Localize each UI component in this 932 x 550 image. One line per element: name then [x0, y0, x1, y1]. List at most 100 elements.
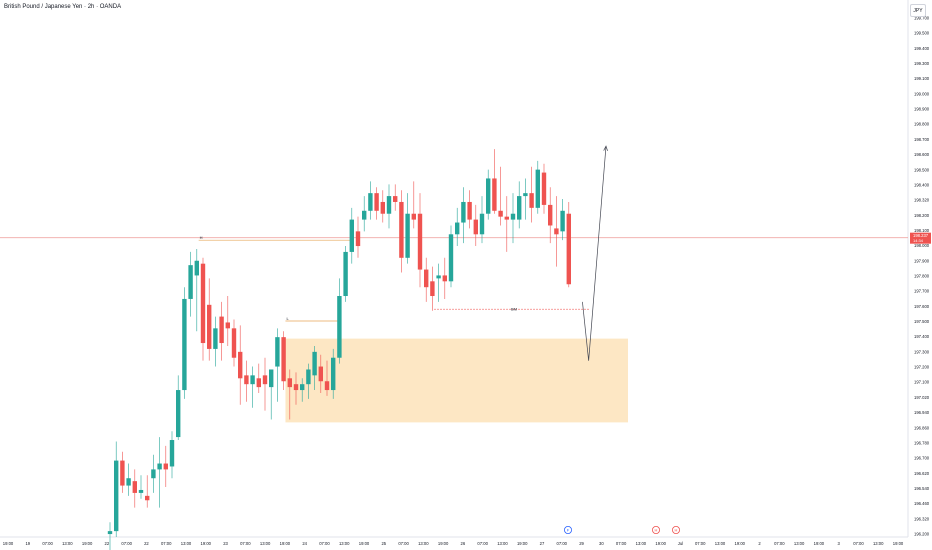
candle-25 — [262, 357, 268, 411]
y-tick-label: 199.700 — [914, 16, 930, 21]
price-badge-time: 14:34 — [913, 238, 924, 243]
candle-18 — [219, 301, 224, 361]
high-level-label: H — [200, 235, 203, 240]
x-tick-label: 13:00 — [339, 541, 350, 546]
candle-28 — [281, 331, 286, 391]
candle-body-55 — [448, 234, 454, 282]
x-tick-label: 26 — [461, 541, 466, 546]
candle-48 — [405, 193, 410, 264]
y-tick-label: 198.000 — [914, 243, 930, 248]
event-marker-label: H — [675, 528, 678, 533]
candle-body-65 — [510, 213, 516, 220]
x-tick-label: 07:00 — [477, 541, 488, 546]
candle-body-36 — [331, 357, 336, 391]
y-tick-label: 199.000 — [914, 91, 930, 96]
x-tick-label: 13:00 — [260, 541, 271, 546]
candle-45 — [386, 184, 392, 229]
candle-67 — [523, 178, 528, 220]
candle-body-13 — [188, 265, 193, 299]
y-tick-label: 197.300 — [914, 349, 930, 354]
y-tick-label: 198.600 — [914, 152, 930, 157]
candle-49 — [411, 181, 416, 229]
candle-body-11 — [176, 390, 181, 438]
candle-body-20 — [231, 328, 237, 358]
candle-52 — [430, 266, 435, 311]
candle-16 — [207, 278, 212, 361]
y-tick-label: 199.300 — [914, 61, 930, 66]
candle-body-19 — [225, 322, 230, 329]
candle-55 — [448, 225, 454, 288]
candle-63 — [498, 166, 503, 226]
x-tick-label: 07:00 — [240, 541, 251, 546]
candle-10 — [169, 431, 175, 479]
candle-body-51 — [424, 269, 429, 288]
candle-9 — [163, 445, 168, 488]
x-tick-label: 19:00 — [893, 541, 904, 546]
candle-66 — [517, 181, 522, 229]
x-tick-label: 30 — [599, 541, 604, 546]
y-tick-label: 198.700 — [914, 137, 930, 142]
x-tick-label: 22 — [144, 541, 149, 546]
candle-body-48 — [405, 213, 410, 258]
candle-body-4 — [132, 481, 137, 493]
candle-body-28 — [281, 337, 286, 382]
candle-body-69 — [535, 169, 540, 208]
candle-body-23 — [250, 375, 255, 385]
y-tick-label: 197.200 — [914, 365, 930, 370]
event-marker-1[interactable]: H — [652, 526, 661, 535]
candle-body-58 — [467, 201, 472, 220]
candle-body-16 — [207, 304, 212, 349]
y-tick-label: 198.800 — [914, 122, 930, 127]
x-tick-label: 07:00 — [161, 541, 172, 546]
currency-badge[interactable]: JPY — [910, 4, 926, 17]
candle-51 — [424, 257, 429, 302]
x-tick-label: 19:00 — [438, 541, 449, 546]
candle-body-12 — [182, 298, 187, 391]
candle-19 — [225, 296, 230, 346]
x-tick-label: 19:00 — [814, 541, 825, 546]
candle-32 — [306, 363, 311, 399]
y-tick-label: 198.320 — [914, 198, 930, 203]
y-tick-label: 198.900 — [914, 107, 930, 112]
y-tick-label: 197.100 — [914, 380, 930, 385]
x-tick-label: 07:00 — [853, 541, 864, 546]
x-tick-label: 07:00 — [695, 541, 706, 546]
x-tick-label: 13:00 — [636, 541, 647, 546]
candle-2 — [120, 451, 125, 493]
x-tick-label: 29 — [579, 541, 584, 546]
y-tick-label: 196.460 — [914, 501, 930, 506]
candle-65 — [510, 193, 516, 244]
y-tick-label: 198.100 — [914, 228, 930, 233]
candle-body-29 — [287, 378, 292, 388]
x-tick-label: 19 — [25, 541, 30, 546]
candle-6 — [145, 475, 150, 508]
candle-body-52 — [430, 281, 435, 297]
x-tick-label: 13:00 — [181, 541, 192, 546]
event-marker-0[interactable]: F — [564, 526, 573, 535]
candle-body-10 — [169, 440, 175, 467]
x-tick-label: 2 — [758, 541, 761, 546]
candle-54 — [442, 257, 447, 299]
y-tick-label: 198.500 — [914, 167, 930, 172]
candle-body-56 — [455, 222, 460, 235]
candle-body-33 — [312, 351, 317, 376]
y-tick-label: 196.540 — [914, 486, 930, 491]
candle-body-3 — [126, 478, 131, 486]
y-tick-label: 197.400 — [914, 334, 930, 339]
event-marker-2[interactable]: H — [672, 526, 681, 535]
candle-23 — [250, 366, 255, 408]
candle-21 — [238, 325, 243, 405]
projection-path — [582, 146, 607, 361]
x-tick-label: 07:00 — [319, 541, 330, 546]
event-marker-circle — [672, 526, 681, 535]
x-tick-label: 07:00 — [774, 541, 785, 546]
bm-level-label: BM — [511, 307, 517, 312]
candle-30 — [293, 372, 299, 405]
candle-12 — [182, 287, 187, 399]
y-tick-label: 196.940 — [914, 410, 930, 415]
low-level-label: L — [286, 316, 289, 321]
candle-3 — [126, 463, 131, 496]
y-tick-label: 196.320 — [914, 516, 930, 521]
y-tick-label: 196.700 — [914, 456, 930, 461]
